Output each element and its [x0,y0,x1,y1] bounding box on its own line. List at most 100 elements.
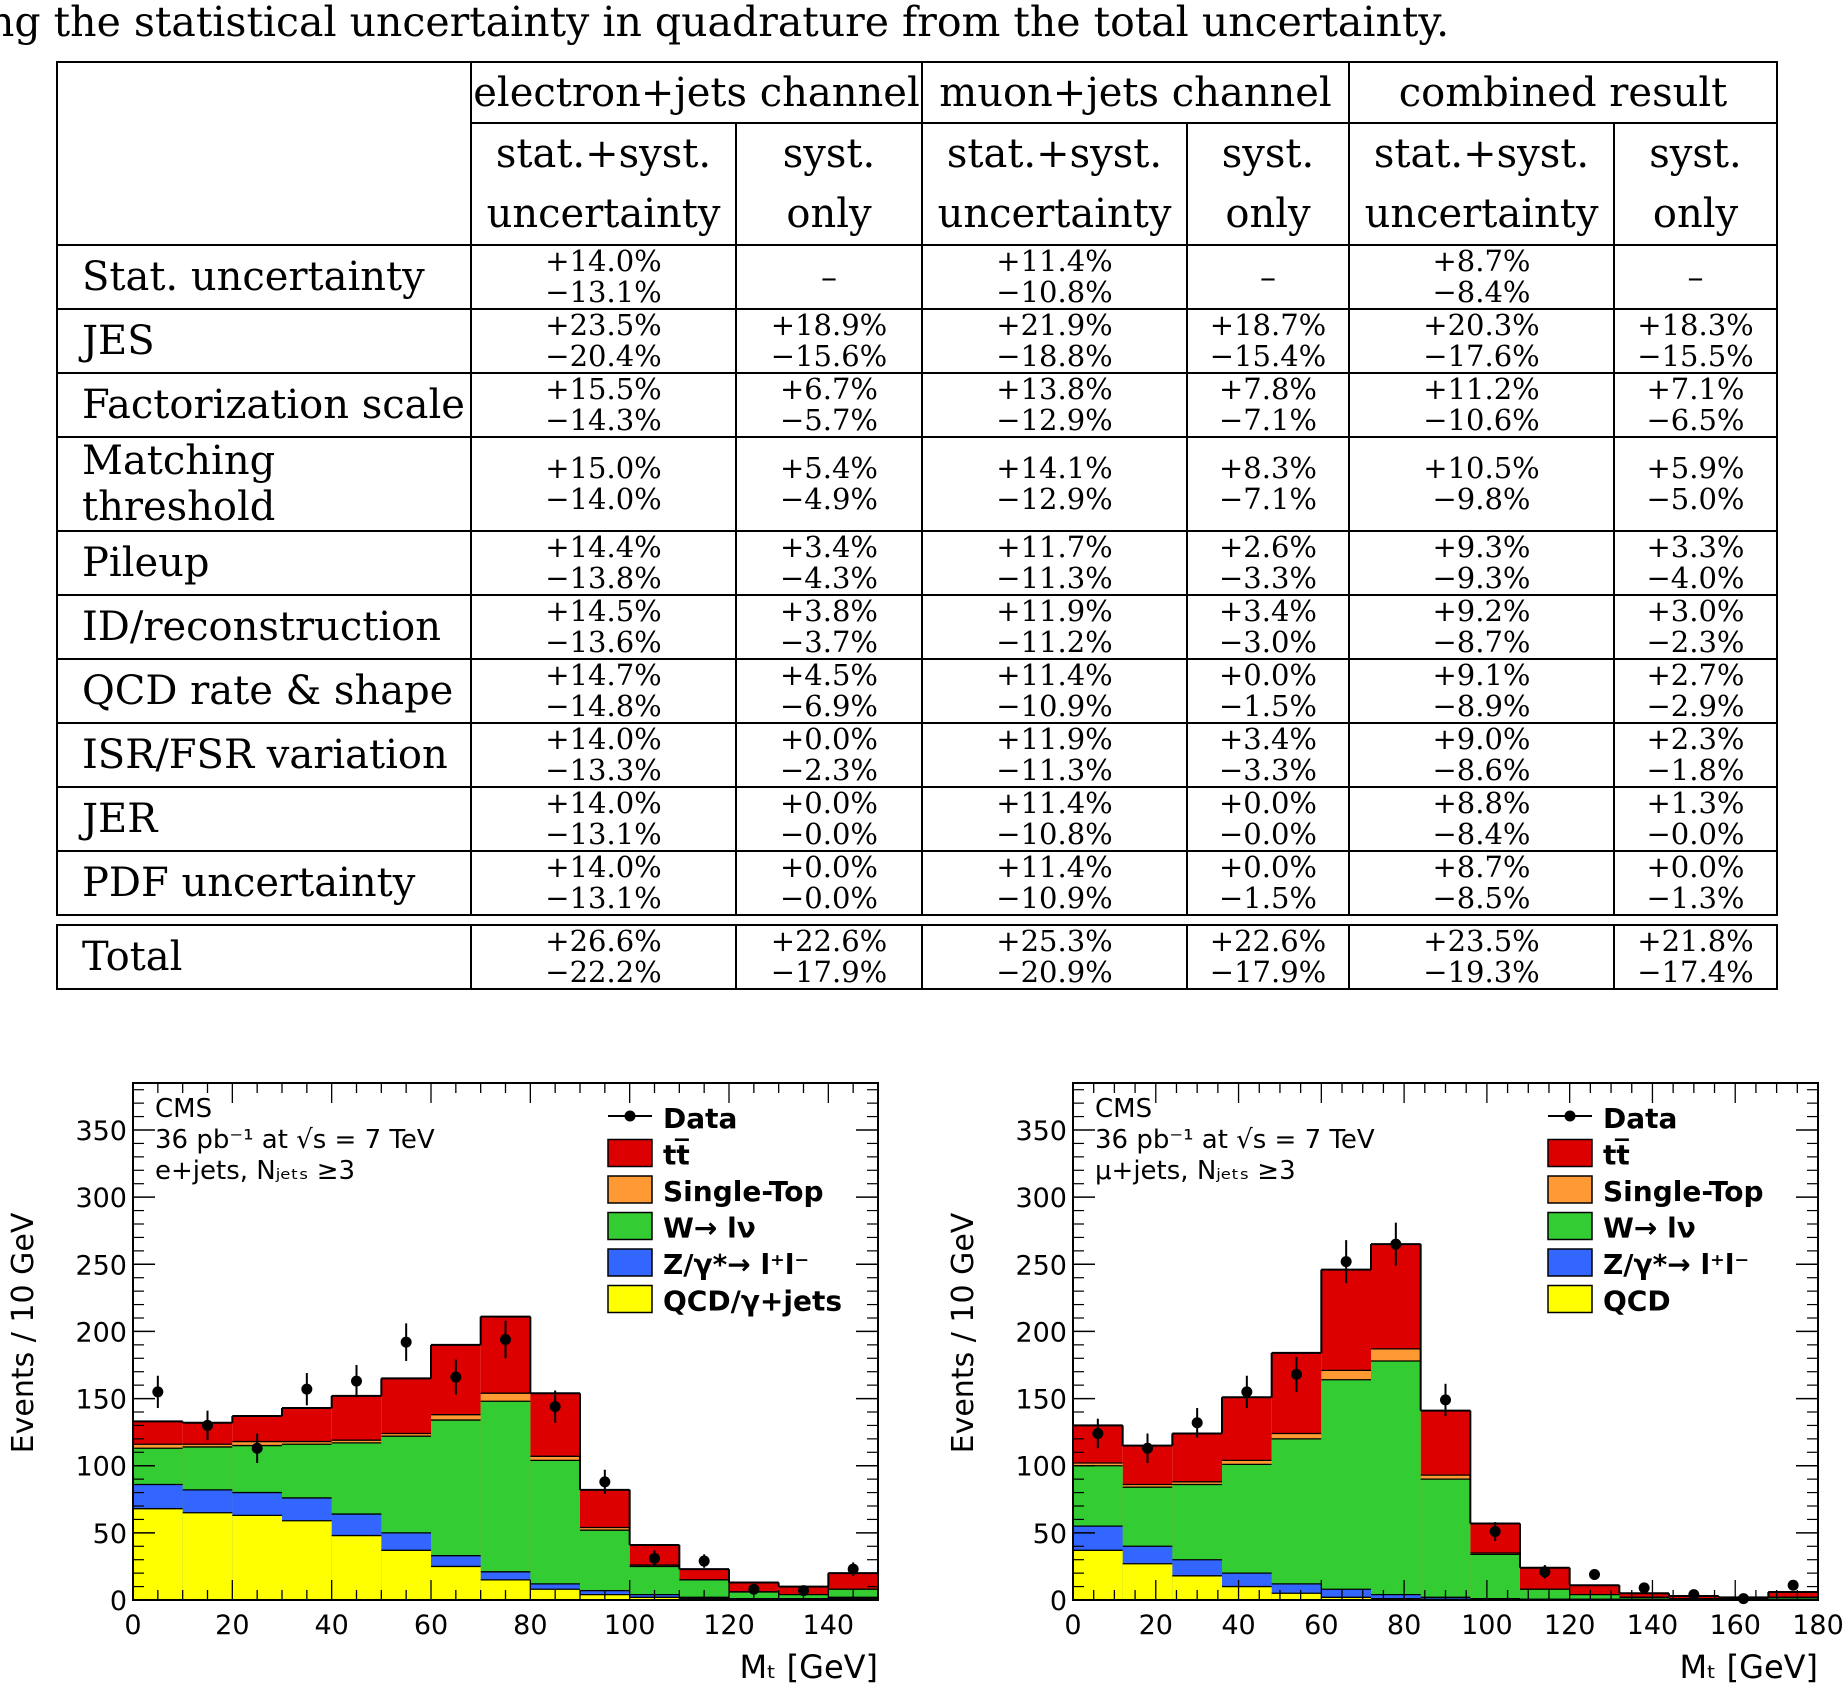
data-point [1092,1427,1104,1439]
cell-value: −9.8% [1432,482,1531,516]
uncertainty-cell: +14.4% −13.8% [470,530,737,596]
x-axis-title: Mₜ [GeV] [739,1648,878,1686]
sub-header: stat.+syst. uncertainty [921,122,1188,246]
cell-value: +13.8% [996,372,1113,406]
cell-value: −19.3% [1423,955,1540,989]
uncertainty-cell: +8.3% −7.1% [1186,436,1350,532]
legend-label-singletop: Single-Top [1603,1175,1764,1208]
cell-value: +7.8% [1219,372,1317,406]
cell-value: −10.8% [996,275,1113,309]
cell-value: +3.8% [780,594,878,628]
cell-value: −13.3% [545,753,662,787]
y-axis-title: Events / 10 GeV [6,1212,41,1453]
x-tick-label: 20 [1139,1610,1173,1641]
cell-value: +11.7% [996,530,1113,564]
cell-value: −11.3% [996,753,1113,787]
cell-value: −2.3% [780,753,878,787]
cell-value: +3.4% [1219,594,1317,628]
cell-value: −4.9% [780,482,878,516]
table-row: ISR/FSR variation +14.0% −13.3% +0.0% −2.3% +… [56,722,1778,788]
cell-value: +11.4% [996,786,1113,820]
cell-value: +15.5% [545,372,662,406]
uncertainty-cell: +3.8% −3.7% [735,594,923,660]
cell-value: −3.3% [1219,561,1317,595]
hist-bar-wlnu [1569,1594,1620,1600]
hist-bar-qcd [232,1515,282,1600]
row-label: ISR/FSR variation [56,722,472,788]
uncertainty-cell: +8.8% −8.4% [1348,786,1615,852]
x-tick-label: 40 [1221,1610,1255,1641]
table-row: JES +23.5% −20.4% +18.9% −15.6% +21.9% −18.8% +… [56,308,1778,374]
x-tick-label: 60 [1304,1610,1338,1641]
data-point [450,1371,462,1383]
cell-value: −13.1% [545,817,662,851]
row-label: Stat. uncertainty [56,244,472,310]
x-tick-label: 180 [1792,1610,1844,1641]
cell-value: −17.9% [1209,955,1327,989]
cell-value: −0.0% [1219,817,1317,851]
data-point [1738,1593,1749,1605]
cell-value: −7.1% [1219,403,1317,437]
y-tick-label: 200 [1015,1317,1067,1348]
cell-value: −0.0% [780,817,878,851]
sub-header-line: uncertainty [937,191,1172,237]
uncertainty-cell: +3.3% −4.0% [1613,530,1778,596]
table-row: JER +14.0% −13.1% +0.0% −0.0% +11.4% −10.8% +0.… [56,786,1778,852]
data-point [1340,1256,1352,1268]
y-tick-label: 200 [75,1317,127,1348]
cell-value: −8.4% [1432,275,1531,309]
x-axis-title: Mₜ [GeV] [1679,1648,1818,1686]
sub-header: stat.+syst. uncertainty [470,122,737,246]
cms-label: CMS [155,1094,212,1124]
cell-value: +3.3% [1646,530,1745,564]
cell-value: +3.4% [1219,722,1317,756]
cell-value: −5.7% [780,403,878,437]
cell-value: −8.7% [1432,625,1531,659]
hist-bar-qcd [331,1535,382,1600]
data-point [649,1552,660,1564]
hist-bar-wlnu [1768,1597,1818,1600]
cell-value: −13.8% [545,561,662,595]
y-tick-label: 150 [75,1385,127,1416]
data-point [549,1401,561,1413]
uncertainty-cell: +0.0% −1.3% [1613,850,1778,916]
hist-bar-qcd [1122,1563,1173,1600]
hist-bar-qcd [1222,1586,1272,1600]
sub-header: stat.+syst. uncertainty [1348,122,1615,246]
legend-swatch-zll [607,1248,653,1277]
sub-header-line: only [1652,191,1739,237]
uncertainty-cell: +18.7% −15.4% [1186,308,1350,374]
uncertainty-cell: +3.4% −3.0% [1186,594,1350,660]
channel-label: e+jets, Nⱼₑₜₛ ≥3 [155,1156,355,1186]
data-point [698,1555,710,1567]
x-tick-label: 160 [1709,1610,1761,1641]
cell-value: −1.8% [1646,753,1745,787]
uncertainty-cell: +14.0% −13.3% [470,722,737,788]
x-tick-label: 80 [1387,1610,1421,1641]
cell-value: +9.1% [1432,658,1531,692]
uncertainty-cell: +11.9% −11.3% [921,722,1188,788]
uncertainty-cell: +0.0% −2.3% [735,722,923,788]
data-point [1241,1386,1253,1398]
uncertainty-cell: +14.0% −13.1% [470,850,737,916]
uncertainty-cell: +11.2% −10.6% [1348,372,1615,438]
uncertainty-cell: +13.8% −12.9% [921,372,1188,438]
legend-marker-point [1564,1110,1576,1122]
cell-value: −22.2% [545,955,662,989]
cell-value: −6.9% [780,689,878,723]
hist-bar-qcd [282,1520,332,1600]
row-label: JES [56,308,472,374]
row-label: ID/reconstruction [56,594,472,660]
hist-bar-qcd [1321,1597,1371,1600]
uncertainty-cell: – [1613,244,1778,310]
x-tick-label: 100 [1461,1610,1513,1641]
uncertainty-cell: +8.7% −8.4% [1348,244,1615,310]
cell-value: −3.3% [1219,753,1317,787]
cell-value: +9.0% [1432,722,1531,756]
cell-value: −2.9% [1646,689,1745,723]
table-spacer [57,914,1777,926]
uncertainty-cell: +5.4% −4.9% [735,436,923,532]
cell-value: +21.9% [996,308,1113,342]
cell-value: +0.0% [1219,658,1317,692]
row-label: Matching threshold [56,436,472,532]
